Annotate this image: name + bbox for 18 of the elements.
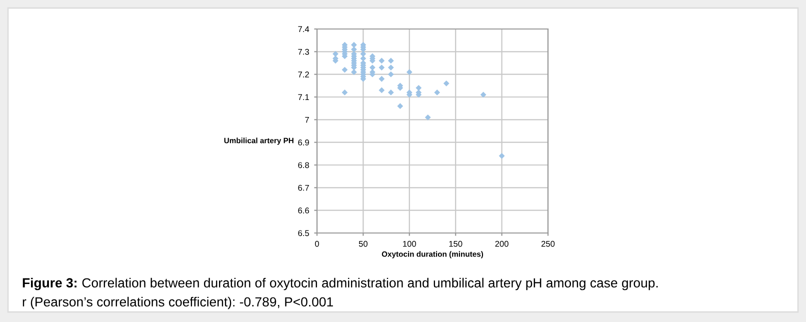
x-tick-label: 200 [495, 240, 508, 247]
y-tick-label: 7.4 [298, 26, 310, 32]
caption: Figure 3: Correlation between duration of oxytocin administration and umbilical artery pH among case group. [22, 278, 658, 290]
y-tick-label: 7.2 [298, 72, 309, 78]
y-tick-label: 6.7 [298, 184, 309, 191]
y-tick-label: 7 [305, 116, 309, 123]
x-tick-label: 250 [541, 240, 555, 247]
x-tick-label: 100 [403, 240, 416, 247]
y-tick-label: 6.6 [298, 208, 309, 214]
y-tick-label: 6.5 [298, 230, 310, 236]
y-tick-label: 6.8 [298, 162, 309, 168]
x-tick-label: 0 [315, 240, 319, 247]
y-tick-label: 6.9 [298, 140, 309, 146]
y-tick-label: 7.1 [298, 94, 309, 100]
x-tick-label: 50 [358, 240, 368, 247]
text: r (Pearson’s correlations coefficient): -0.789, P<0.001 [22, 296, 333, 310]
y-tick-label: 7.3 [298, 48, 309, 55]
x-tick-label: 150 [449, 240, 462, 247]
